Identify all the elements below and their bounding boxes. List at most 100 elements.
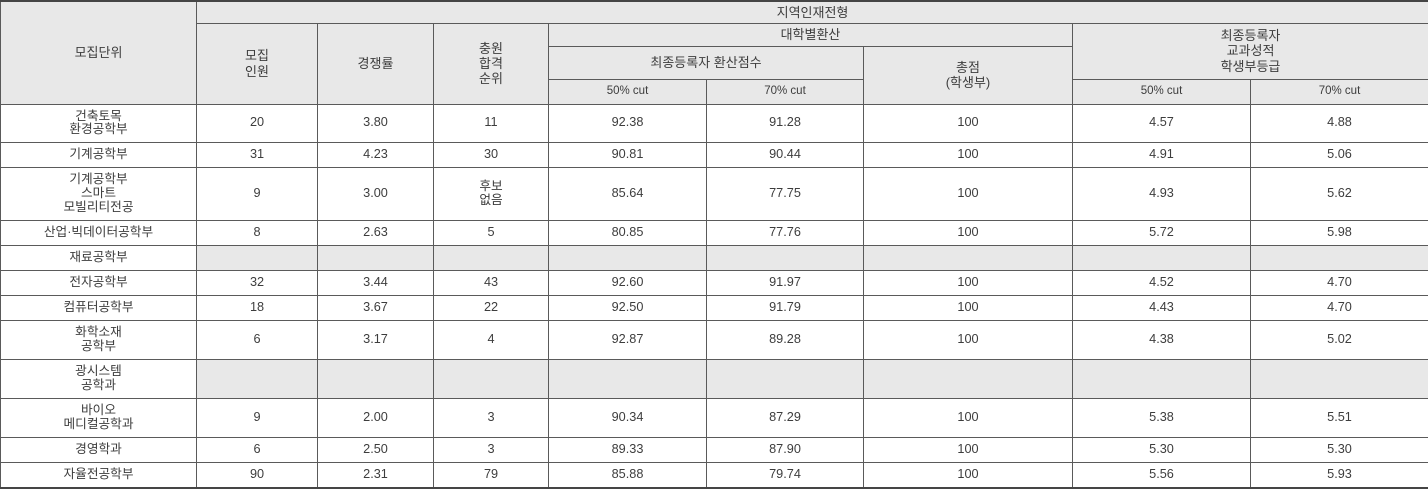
cell-conv_cut50: 85.88 <box>549 462 707 487</box>
cell-ratio: 2.63 <box>318 221 434 246</box>
cell-ratio: 2.00 <box>318 399 434 438</box>
header-ratio: 경쟁률 <box>318 23 434 104</box>
cell-conv_cut70: 77.76 <box>707 221 864 246</box>
cell-grade_cut70: 4.70 <box>1251 271 1428 296</box>
cell-conv_cut70: 87.90 <box>707 438 864 463</box>
cell-conv_cut70: 89.28 <box>707 321 864 360</box>
header-grade-cut70: 70% cut <box>1251 79 1428 104</box>
header-grade-cut50: 50% cut <box>1073 79 1251 104</box>
cell-total: 100 <box>864 321 1073 360</box>
cell-total: 100 <box>864 296 1073 321</box>
cell-quota: 6 <box>197 321 318 360</box>
cell-grade_cut50: 5.72 <box>1073 221 1251 246</box>
cell-total: 100 <box>864 399 1073 438</box>
cell-conv_cut50 <box>549 360 707 399</box>
cell-quota: 20 <box>197 104 318 143</box>
cell-grade_cut70: 5.62 <box>1251 168 1428 221</box>
cell-ratio: 2.31 <box>318 462 434 487</box>
cell-grade_cut70: 5.02 <box>1251 321 1428 360</box>
cell-unit: 바이오 메디컬공학과 <box>1 399 197 438</box>
cell-conv_cut70: 79.74 <box>707 462 864 487</box>
cell-conv_cut50: 92.60 <box>549 271 707 296</box>
cell-conv_cut50: 89.33 <box>549 438 707 463</box>
cell-ratio: 3.00 <box>318 168 434 221</box>
cell-quota: 6 <box>197 438 318 463</box>
cell-total: 100 <box>864 271 1073 296</box>
cell-grade_cut50 <box>1073 246 1251 271</box>
cell-conv_cut50 <box>549 246 707 271</box>
cell-conv_cut70: 87.29 <box>707 399 864 438</box>
cell-quota <box>197 360 318 399</box>
header-conv-cut50: 50% cut <box>549 79 707 104</box>
cell-total: 100 <box>864 168 1073 221</box>
header-total-score: 총점 (학생부) <box>864 46 1073 104</box>
cell-conv_cut50: 92.38 <box>549 104 707 143</box>
header-waitlist-rank: 충원 합격 순위 <box>434 23 549 104</box>
cell-quota: 9 <box>197 399 318 438</box>
cell-unit: 자율전공학부 <box>1 462 197 487</box>
header-final-grade: 최종등록자 교과성적 학생부등급 <box>1073 23 1428 79</box>
cell-total: 100 <box>864 143 1073 168</box>
cell-ratio: 3.44 <box>318 271 434 296</box>
cell-conv_cut50: 85.64 <box>549 168 707 221</box>
cell-unit: 전자공학부 <box>1 271 197 296</box>
cell-conv_cut50: 80.85 <box>549 221 707 246</box>
cell-waitlist <box>434 246 549 271</box>
cell-grade_cut70 <box>1251 246 1428 271</box>
cell-unit: 건축토목 환경공학부 <box>1 104 197 143</box>
cell-waitlist: 4 <box>434 321 549 360</box>
cell-unit: 기계공학부 스마트 모빌리티전공 <box>1 168 197 221</box>
cell-grade_cut70: 5.51 <box>1251 399 1428 438</box>
cell-grade_cut70: 5.98 <box>1251 221 1428 246</box>
cell-grade_cut50: 4.93 <box>1073 168 1251 221</box>
cell-waitlist: 3 <box>434 399 549 438</box>
cell-quota: 8 <box>197 221 318 246</box>
cell-quota: 31 <box>197 143 318 168</box>
header-conv-cut70: 70% cut <box>707 79 864 104</box>
cell-unit: 산업·빅데이터공학부 <box>1 221 197 246</box>
cell-waitlist: 3 <box>434 438 549 463</box>
cell-unit: 화학소재 공학부 <box>1 321 197 360</box>
cell-grade_cut50: 4.57 <box>1073 104 1251 143</box>
header-admission-type: 지역인재전형 <box>197 1 1428 23</box>
cell-grade_cut70 <box>1251 360 1428 399</box>
cell-waitlist: 후보 없음 <box>434 168 549 221</box>
cell-ratio <box>318 246 434 271</box>
cell-quota: 9 <box>197 168 318 221</box>
cell-conv_cut70: 91.28 <box>707 104 864 143</box>
cell-grade_cut50: 4.52 <box>1073 271 1251 296</box>
cell-conv_cut70: 90.44 <box>707 143 864 168</box>
cell-total: 100 <box>864 104 1073 143</box>
header-unit: 모집단위 <box>1 1 197 104</box>
header-quota: 모집 인원 <box>197 23 318 104</box>
cell-conv_cut70: 91.97 <box>707 271 864 296</box>
cell-ratio: 4.23 <box>318 143 434 168</box>
cell-total: 100 <box>864 462 1073 487</box>
cell-conv_cut50: 92.50 <box>549 296 707 321</box>
cell-conv_cut50: 92.87 <box>549 321 707 360</box>
cell-ratio: 3.17 <box>318 321 434 360</box>
table-row: 재료공학부 <box>1 246 1428 271</box>
cell-quota: 18 <box>197 296 318 321</box>
cell-ratio: 2.50 <box>318 438 434 463</box>
cell-quota <box>197 246 318 271</box>
cell-waitlist: 79 <box>434 462 549 487</box>
cell-grade_cut70: 5.93 <box>1251 462 1428 487</box>
cell-grade_cut50: 4.43 <box>1073 296 1251 321</box>
cell-waitlist: 11 <box>434 104 549 143</box>
cell-conv_cut70 <box>707 360 864 399</box>
cell-total <box>864 360 1073 399</box>
cell-unit: 기계공학부 <box>1 143 197 168</box>
cell-waitlist: 30 <box>434 143 549 168</box>
cell-ratio: 3.80 <box>318 104 434 143</box>
cell-quota: 32 <box>197 271 318 296</box>
